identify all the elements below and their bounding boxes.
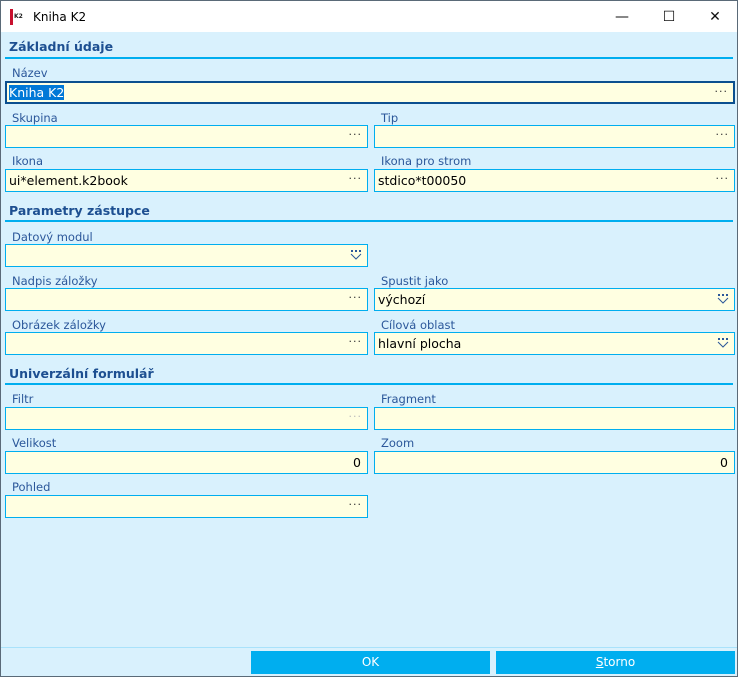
storno-button[interactable]: Storno — [496, 651, 735, 674]
section-form: Univerzální formulář — [9, 366, 154, 381]
ellipsis-icon[interactable]: ··· — [348, 335, 362, 348]
label-ikona: Ikona — [12, 154, 44, 168]
ellipsis-icon[interactable]: ··· — [348, 172, 362, 185]
label-velikost: Velikost — [12, 436, 57, 450]
maximize-button[interactable]: ☐ — [662, 8, 676, 25]
label-datovy-modul: Datový modul — [12, 230, 93, 244]
spustit-select[interactable]: výchozí — [374, 288, 735, 311]
ellipsis-icon[interactable]: ··· — [348, 498, 362, 511]
dropdown-icon[interactable] — [717, 293, 729, 305]
dropdown-icon[interactable] — [717, 337, 729, 349]
ellipsis-icon[interactable]: ··· — [714, 85, 728, 98]
filtr-input[interactable]: ··· — [5, 407, 368, 430]
cilova-select[interactable]: hlavní plocha — [374, 332, 735, 355]
label-pohled: Pohled — [12, 480, 51, 494]
velikost-input[interactable]: 0 — [5, 451, 368, 474]
label-nadpis: Nadpis záložky — [12, 274, 98, 288]
ikona-input[interactable]: ui*element.k2book ··· — [5, 169, 368, 192]
obrazek-input[interactable]: ··· — [5, 332, 368, 355]
k2-logo-icon: K2 — [10, 8, 26, 25]
section-basic: Základní údaje — [9, 39, 114, 54]
datovy-modul-select[interactable] — [5, 244, 368, 267]
zoom-input[interactable]: 0 — [374, 451, 735, 474]
close-button[interactable]: ✕ — [709, 8, 721, 25]
tip-input[interactable]: ··· — [374, 125, 735, 148]
label-zoom: Zoom — [381, 436, 415, 450]
divider — [5, 383, 733, 385]
fragment-input[interactable] — [374, 407, 735, 430]
ellipsis-icon[interactable]: ··· — [715, 172, 729, 185]
divider — [5, 220, 733, 222]
section-params: Parametry zástupce — [9, 203, 150, 218]
ellipsis-icon[interactable]: ··· — [348, 291, 362, 304]
divider — [5, 57, 733, 59]
label-fragment: Fragment — [381, 392, 436, 406]
ellipsis-icon[interactable]: ··· — [348, 128, 362, 141]
footer-divider — [1, 647, 737, 648]
ikona-strom-input[interactable]: stdico*t00050 ··· — [374, 169, 735, 192]
label-nazev: Název — [12, 66, 48, 80]
nazev-input[interactable]: Kniha K2 ··· — [5, 81, 735, 104]
label-skupina: Skupina — [12, 111, 58, 125]
nadpis-input[interactable]: ··· — [5, 288, 368, 311]
skupina-input[interactable]: ··· — [5, 125, 368, 148]
label-cilova: Cílová oblast — [381, 318, 456, 332]
window-title: Kniha K2 — [33, 9, 87, 24]
label-obrazek: Obrázek záložky — [12, 318, 106, 332]
dropdown-icon[interactable] — [350, 249, 362, 261]
title-bar: K2 Kniha K2 — ☐ ✕ — [1, 1, 737, 32]
ok-button[interactable]: OK — [251, 651, 490, 674]
label-filtr: Filtr — [12, 392, 34, 406]
ellipsis-icon[interactable]: ··· — [348, 410, 362, 423]
label-tip: Tip — [381, 111, 399, 125]
label-spustit: Spustit jako — [381, 274, 449, 288]
minimize-button[interactable]: — — [615, 8, 629, 25]
ellipsis-icon[interactable]: ··· — [715, 128, 729, 141]
pohled-input[interactable]: ··· — [5, 495, 368, 518]
label-ikona-strom: Ikona pro strom — [381, 154, 472, 168]
